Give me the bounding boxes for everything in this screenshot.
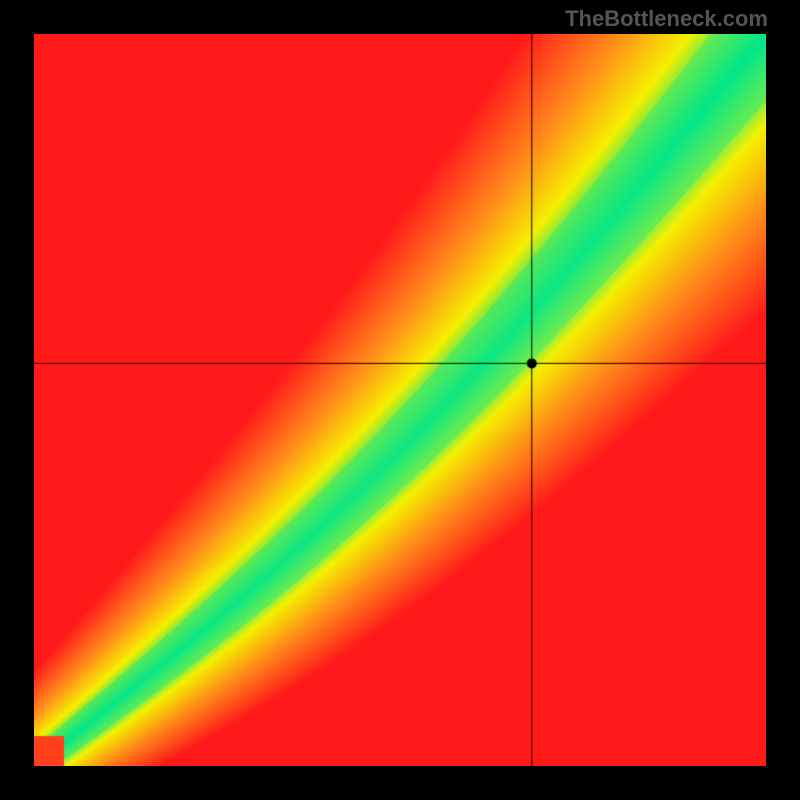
heatmap-plot <box>34 34 766 766</box>
heatmap-canvas <box>34 34 766 766</box>
chart-container: TheBottleneck.com <box>0 0 800 800</box>
watermark-label: TheBottleneck.com <box>565 6 768 32</box>
